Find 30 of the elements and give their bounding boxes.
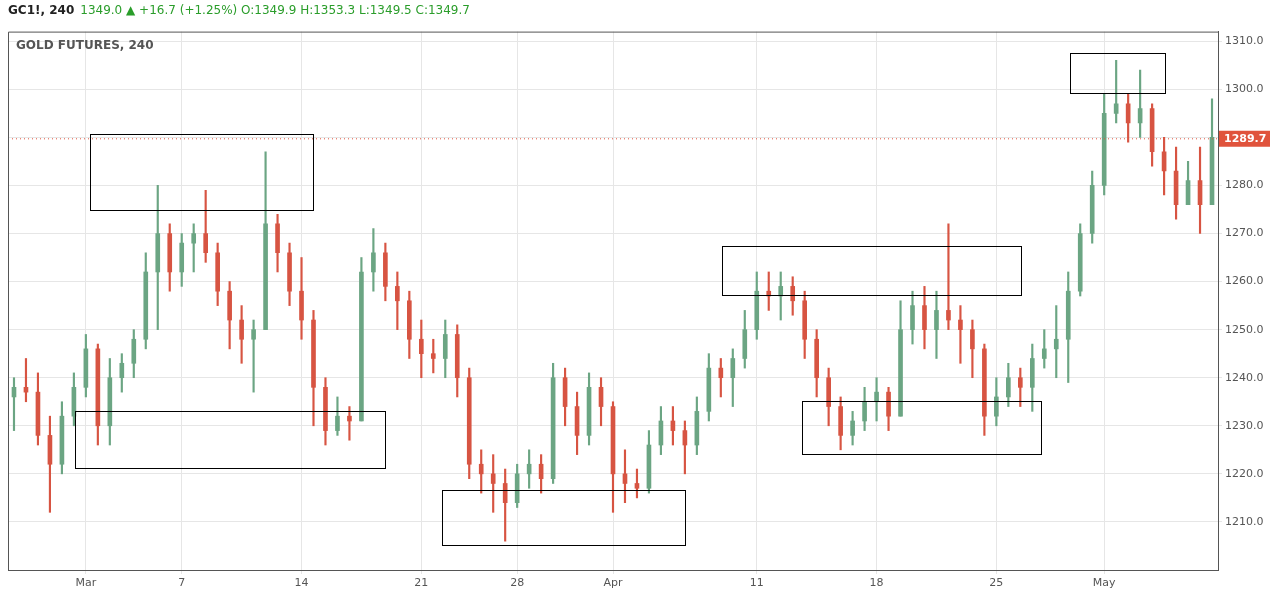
x-tick-label: 11 (749, 576, 764, 590)
y-tick-label: 1240.0 (1225, 370, 1264, 384)
y-tick-label: 1210.0 (1225, 514, 1264, 528)
x-tick-label: Mar (75, 576, 97, 590)
candlestick (958, 305, 963, 364)
y-tick-label: 1300.0 (1225, 82, 1264, 96)
y-tick-label: 1230.0 (1225, 418, 1264, 432)
x-tick-label: May (1092, 576, 1117, 590)
y-tick-label: 1270.0 (1225, 226, 1264, 240)
x-tick-label: 18 (869, 576, 884, 590)
x-tick-label: 14 (294, 576, 309, 590)
candlestick (874, 377, 879, 422)
annotation: GOLD FUTURES, 240 (16, 37, 154, 52)
y-tick-label: 1260.0 (1225, 274, 1264, 288)
candlestick (946, 223, 951, 330)
candlestick (934, 290, 939, 359)
x-tick-label: 21 (414, 576, 429, 590)
y-tick-label: 1310.0 (1225, 34, 1264, 48)
candlestick (347, 406, 352, 441)
y-tick-label: 1220.0 (1225, 466, 1264, 480)
x-tick-label: 25 (989, 576, 1004, 590)
x-tick-label: Apr (603, 576, 623, 590)
ref-line-label: 1289.7 (1224, 131, 1267, 145)
y-tick-label: 1280.0 (1225, 178, 1264, 192)
y-tick-label: 1250.0 (1225, 322, 1264, 336)
candlestick (299, 257, 304, 340)
chart-title: GC1!, 240 (8, 3, 75, 17)
chart-subtitle: 1349.0 ▲ +16.7 (+1.25%) O:1349.9 H:1353.3 L:1349.5 C:1349.7 (80, 3, 470, 17)
x-tick-label: 7 (178, 576, 186, 590)
x-tick-label: 28 (510, 576, 525, 590)
